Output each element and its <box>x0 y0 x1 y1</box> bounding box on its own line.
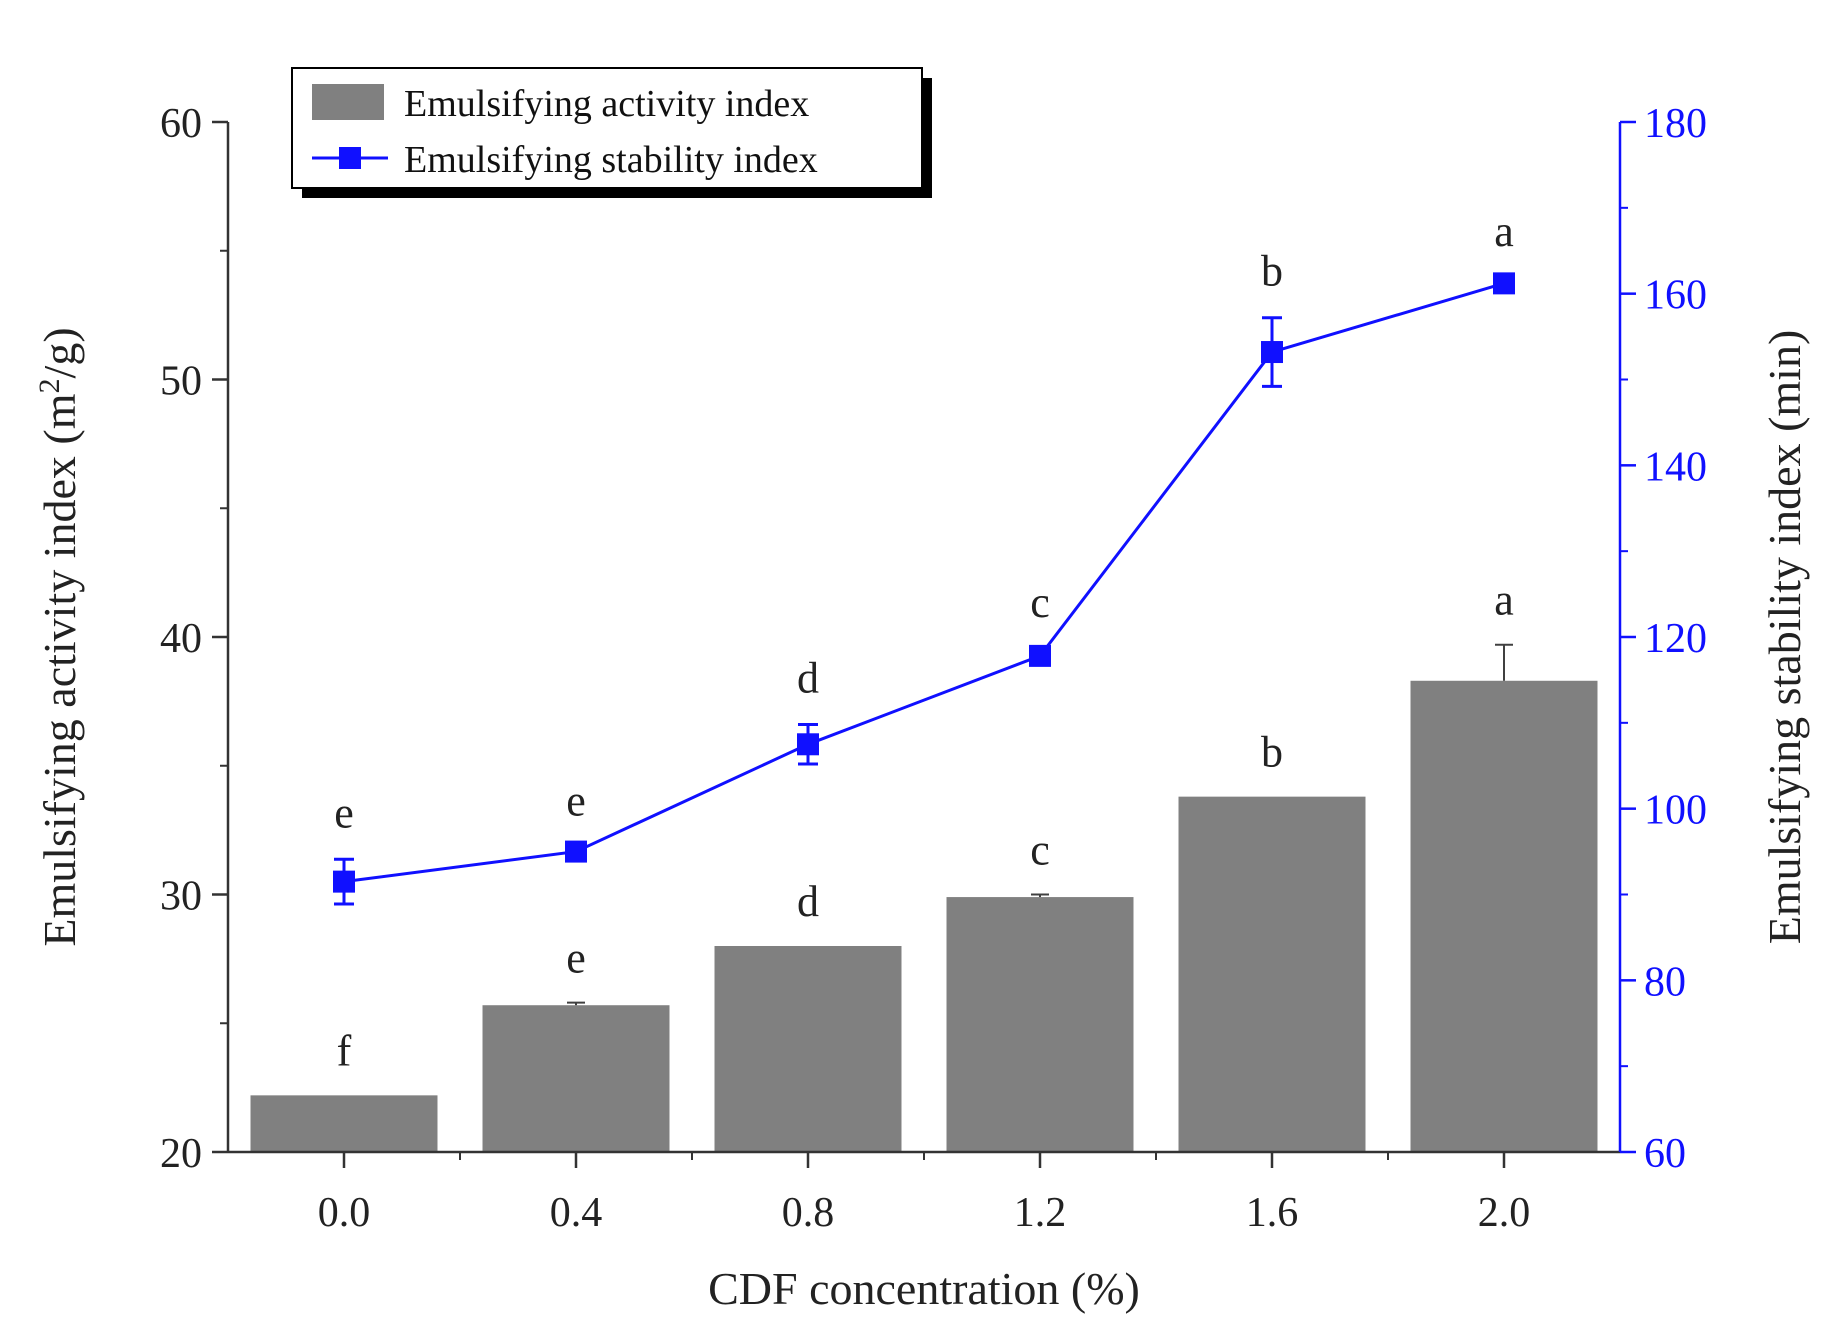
bar-series <box>250 680 1598 1152</box>
line-point-0.0 <box>333 870 355 893</box>
y2-tick-label-160: 160 <box>1644 273 1707 319</box>
line-point-1.6 <box>1261 341 1283 364</box>
stability-line <box>343 281 1505 884</box>
bar-label-2.0: a <box>1494 576 1514 625</box>
line-series <box>333 272 1515 906</box>
line-label-1.6: b <box>1261 247 1283 296</box>
x-tick-label-2.0: 2.0 <box>1478 1190 1531 1236</box>
bar-1.6 <box>1178 796 1366 1152</box>
x-tick-label-0.8: 0.8 <box>782 1190 835 1236</box>
line-label-0.0: e <box>334 788 354 837</box>
x-tick-label-1.6: 1.6 <box>1246 1190 1299 1236</box>
line-point-0.8 <box>797 733 819 756</box>
y2-tick-label-180: 180 <box>1644 101 1707 147</box>
y2-tick-label-120: 120 <box>1644 616 1707 662</box>
y-axis-label-sup: 2 <box>33 378 66 393</box>
y-tick-label-40: 40 <box>160 616 202 662</box>
legend-bar-label: Emulsifying activity index <box>404 83 809 125</box>
bar-0.0 <box>250 1095 438 1152</box>
bar-0.8 <box>714 946 902 1152</box>
bar-label-1.6: b <box>1261 728 1283 777</box>
bar-0.4 <box>482 1005 670 1152</box>
x-tick-label-0.4: 0.4 <box>550 1190 603 1236</box>
x-tick-label-1.2: 1.2 <box>1014 1190 1067 1236</box>
y2-tick-label-80: 80 <box>1644 959 1686 1005</box>
y2-tick-label-60: 60 <box>1644 1131 1686 1177</box>
line-point-2.0 <box>1493 272 1515 295</box>
bar-label-0.8: d <box>797 877 819 926</box>
legend: Emulsifying activity index Emulsifying st… <box>291 67 932 198</box>
legend-line-marker <box>339 147 361 169</box>
line-point-0.4 <box>565 840 587 863</box>
axes: 20 30 40 50 60 60 80 100 120 140 160 180 0.0 0.4 0.8 1.… <box>33 101 1810 1314</box>
line-label-1.2: c <box>1030 578 1050 627</box>
line-label-0.8: d <box>797 654 819 703</box>
y-axis-label: Emulsifying activity index (m2/g) <box>33 327 85 946</box>
y-tick-label-30: 30 <box>160 874 202 920</box>
y-axis-label-prefix: Emulsifying activity index (m <box>34 393 85 946</box>
bar-2.0 <box>1410 680 1598 1152</box>
x-tick-label-0.0: 0.0 <box>318 1190 371 1236</box>
y-tick-label-20: 20 <box>160 1131 202 1177</box>
line-label-0.4: e <box>566 776 586 825</box>
y2-axis-label: Emulsifying stability index (min) <box>1759 330 1810 945</box>
y2-tick-label-140: 140 <box>1644 444 1707 490</box>
x-axis-label: CDF concentration (%) <box>708 1263 1140 1314</box>
legend-line-label: Emulsifying stability index <box>404 139 818 181</box>
legend-box <box>291 67 923 189</box>
y-axis-label-suffix: /g) <box>34 327 85 378</box>
bar-label-1.2: c <box>1030 826 1050 875</box>
bar-significance-labels: f e d c b a <box>337 576 1514 1076</box>
bar-error-bars <box>567 643 1513 1006</box>
bar-label-0.4: e <box>566 934 586 983</box>
bar-label-0.0: f <box>337 1026 352 1075</box>
legend-bar-swatch <box>312 84 384 120</box>
line-point-1.2 <box>1029 644 1051 667</box>
y-tick-label-50: 50 <box>160 359 202 405</box>
bar-1.2 <box>946 897 1134 1152</box>
line-significance-labels: e e d c b a <box>334 207 1514 837</box>
line-label-2.0: a <box>1494 207 1514 256</box>
y-tick-label-60: 60 <box>160 101 202 147</box>
y2-tick-label-100: 100 <box>1644 788 1707 834</box>
